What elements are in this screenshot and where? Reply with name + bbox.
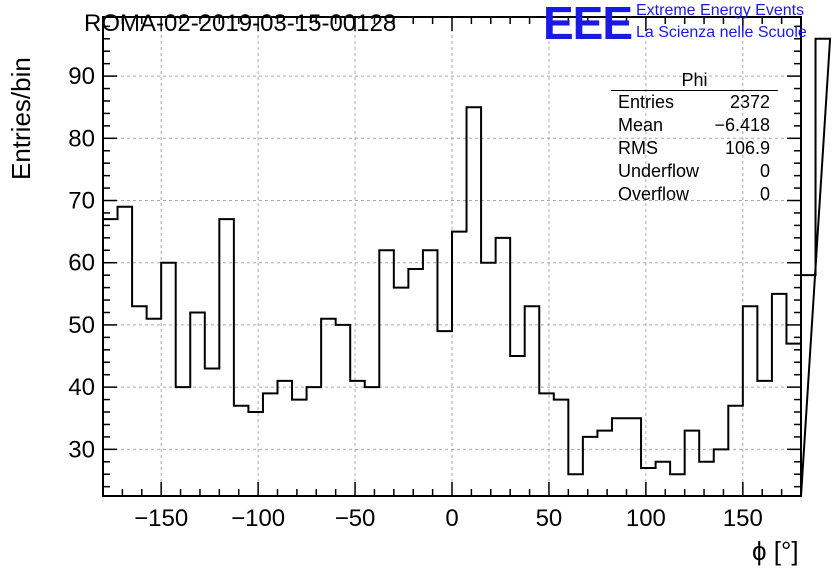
- histogram-bin: [118, 207, 133, 496]
- histogram-bin: [554, 400, 569, 496]
- plot-title: ROMA-02-2019-03-15-00128: [84, 10, 397, 37]
- histogram-bin: [743, 306, 758, 496]
- histogram-bin: [452, 232, 467, 496]
- stats-value: 0: [759, 184, 770, 204]
- y-axis-label: Entries/bin: [6, 57, 36, 180]
- histogram-bin: [176, 387, 191, 496]
- y-tick-label: 50: [68, 312, 95, 339]
- stats-row-mean: Mean −6.418: [611, 114, 778, 137]
- histogram-bin: [568, 474, 583, 496]
- x-tick-label: 0: [445, 505, 458, 532]
- x-tick-label: 100: [626, 505, 666, 532]
- histogram-bin: [336, 325, 351, 496]
- histogram-bin: [757, 381, 772, 496]
- histogram-bin: [627, 418, 642, 496]
- y-tick-label: 30: [68, 436, 95, 463]
- histogram-bin: [786, 344, 801, 496]
- histogram-bin: [219, 219, 234, 496]
- stats-row-entries: Entries 2372: [611, 91, 778, 114]
- x-tick-label: −100: [231, 505, 285, 532]
- stats-label: Mean: [618, 115, 664, 135]
- histogram-bin: [597, 431, 612, 496]
- histogram-bin: [699, 462, 714, 496]
- histogram-bin: [467, 107, 482, 496]
- stats-label: RMS: [618, 138, 658, 158]
- histogram-bin: [103, 219, 118, 496]
- histogram-bin: [248, 412, 263, 496]
- histogram-bin: [423, 250, 438, 496]
- y-tick-label: 90: [68, 63, 95, 90]
- histogram-bin: [496, 238, 511, 496]
- histogram-bin: [656, 462, 671, 496]
- stats-label: Underflow: [618, 161, 700, 181]
- stats-value: 0: [759, 161, 770, 181]
- histogram-step-line: [102, 37, 832, 497]
- histogram-bin: [612, 418, 627, 496]
- stats-label: Entries: [618, 92, 675, 112]
- histogram-bin: [670, 474, 685, 496]
- histogram-bin: [510, 356, 525, 496]
- histogram-bin: [583, 437, 598, 496]
- y-tick-label: 80: [68, 125, 95, 152]
- histogram-bin: [641, 468, 656, 496]
- stats-value: 2372: [729, 92, 770, 112]
- histogram-bin: [350, 381, 365, 496]
- y-tick-label: 40: [68, 374, 95, 401]
- histogram-bin: [132, 306, 147, 496]
- histogram-bin: [321, 319, 336, 496]
- histogram-bin: [481, 263, 496, 496]
- stats-value: 106.9: [724, 138, 770, 158]
- histogram-bin: [379, 250, 394, 496]
- x-tick-label: 150: [723, 505, 763, 532]
- histogram-bin: [394, 288, 409, 496]
- histogram-bin: [685, 431, 700, 496]
- stats-value: −6.418: [714, 115, 770, 135]
- stats-box: Phi Entries 2372 Mean −6.418 RMS 106.9 Unde…: [611, 70, 778, 206]
- histogram-bin: [190, 312, 205, 496]
- stats-row-overflow: Overflow 0: [611, 183, 778, 206]
- stats-label: Overflow: [618, 184, 690, 204]
- histogram-bin: [278, 381, 293, 496]
- histogram-bin: [437, 331, 452, 496]
- stats-row-underflow: Underflow 0: [611, 160, 778, 183]
- histogram-bin: [234, 406, 249, 496]
- histogram-bin: [161, 263, 176, 496]
- stats-name: Phi: [611, 70, 778, 91]
- stats-row-rms: RMS 106.9: [611, 137, 778, 160]
- histogram-bin: [525, 306, 540, 496]
- histogram-bin: [816, 39, 831, 496]
- x-axis-label: ϕ [°]: [752, 536, 799, 566]
- logo-line-1: Extreme Energy Events: [636, 2, 805, 19]
- histogram-bin: [408, 269, 423, 496]
- tick-labels: −150 −100 −50 0 50 100 150 30 40 50 60 70 80 90: [68, 63, 763, 532]
- y-tick-label: 70: [68, 188, 95, 215]
- eee-logo: EEE: [543, 0, 633, 49]
- x-tick-label: −50: [335, 505, 376, 532]
- histogram-bin: [728, 406, 743, 496]
- histogram-bin: [307, 387, 322, 496]
- logo-line-2: La Scienza nelle Scuole: [636, 24, 807, 41]
- histogram-bin: [714, 449, 729, 496]
- axis-ticks: [102, 17, 802, 496]
- histogram-bin: [147, 319, 162, 496]
- x-tick-label: −150: [134, 505, 188, 532]
- histogram-bin: [365, 387, 380, 496]
- histogram-bin: [292, 400, 307, 496]
- histogram-bin: [263, 393, 278, 496]
- histogram-bin: [772, 294, 787, 496]
- histogram-bin: [539, 393, 554, 496]
- x-tick-label: 50: [536, 505, 563, 532]
- y-tick-label: 60: [68, 250, 95, 277]
